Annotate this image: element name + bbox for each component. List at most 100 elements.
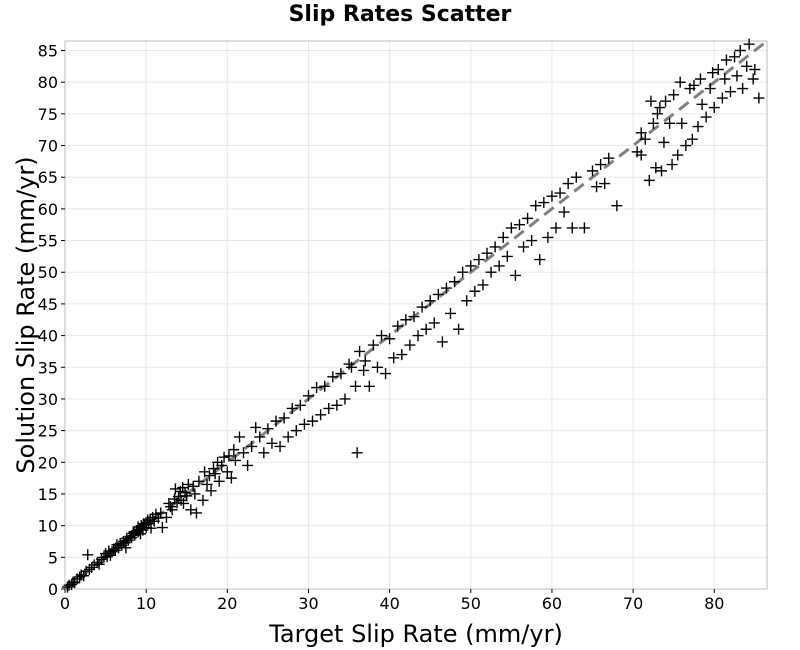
scatter-point xyxy=(416,301,428,313)
reference-line xyxy=(64,39,768,591)
scatter-point xyxy=(611,200,623,212)
scatter-point xyxy=(587,165,599,177)
scatter-point xyxy=(327,371,339,383)
scatter-point xyxy=(737,83,749,95)
scatter-point xyxy=(635,149,647,161)
scatter-point xyxy=(323,402,335,414)
x-tick-label: 40 xyxy=(379,594,399,613)
scatter-point xyxy=(270,415,282,427)
scatter-point xyxy=(412,330,424,342)
scatter-point xyxy=(311,382,323,394)
x-tick-label: 80 xyxy=(704,594,724,613)
scatter-point xyxy=(181,490,193,502)
scatter-point xyxy=(201,478,213,490)
scatter-point xyxy=(185,504,197,516)
y-tick-label: 70 xyxy=(38,137,58,156)
scatter-point xyxy=(143,518,155,530)
scatter-point xyxy=(286,402,298,414)
scatter-point xyxy=(481,247,493,259)
scatter-point xyxy=(262,423,274,435)
scatter-point xyxy=(522,212,534,224)
scatter-point xyxy=(578,222,590,234)
scatter-point xyxy=(242,459,254,471)
plot-area-frame xyxy=(64,40,768,590)
scatter-point xyxy=(712,64,724,76)
scatter-point xyxy=(190,507,202,519)
x-axis-ticks: 0 10 20 30 40 50 60 70 80 xyxy=(60,589,724,613)
scatter-point xyxy=(562,178,574,190)
scatter-point xyxy=(716,92,728,104)
scatter-point xyxy=(473,254,485,266)
y-tick-label: 15 xyxy=(38,485,58,504)
scatter-point xyxy=(93,558,105,570)
scatter-point xyxy=(400,314,412,326)
scatter-point xyxy=(660,95,672,107)
y-tick-label: 35 xyxy=(38,358,58,377)
scatter-point xyxy=(203,470,215,482)
scatter-point xyxy=(225,472,237,484)
scatter-point xyxy=(258,447,270,459)
y-tick-label: 60 xyxy=(38,200,58,219)
scatter-point xyxy=(734,45,746,57)
scatter-point xyxy=(566,222,578,234)
scatter-point xyxy=(371,361,383,373)
y-tick-label: 10 xyxy=(38,517,58,536)
scatter-point xyxy=(651,108,663,120)
scatter-point xyxy=(384,333,396,345)
scatter-point xyxy=(169,483,181,495)
scatter-point xyxy=(83,563,95,575)
scatter-point xyxy=(457,266,469,278)
x-tick-label: 10 xyxy=(136,594,156,613)
scatter-point xyxy=(319,380,331,392)
scatter-point xyxy=(358,364,370,376)
scatter-point xyxy=(363,380,375,392)
y-tick-label: 75 xyxy=(38,105,58,124)
scatter-point xyxy=(489,241,501,253)
scatter-point xyxy=(595,159,607,171)
scatter-point xyxy=(193,475,205,487)
scatter-point xyxy=(350,380,362,392)
scatter-point xyxy=(440,282,452,294)
y-tick-label: 0 xyxy=(48,580,58,599)
scatter-point xyxy=(469,285,481,297)
scatter-point xyxy=(493,260,505,272)
scatter-point xyxy=(221,466,233,478)
scatter-point xyxy=(668,89,680,101)
scatter-point xyxy=(444,307,456,319)
scatter-point xyxy=(741,60,753,72)
scatter-point xyxy=(692,121,704,133)
scatter-point xyxy=(603,152,615,164)
scatter-point xyxy=(686,133,698,145)
scatter-point xyxy=(82,549,94,561)
scatter-point xyxy=(534,254,546,266)
scatter-point xyxy=(420,323,432,335)
scatter-point xyxy=(78,570,90,582)
scatter-point xyxy=(354,345,366,357)
scatter-point xyxy=(664,117,676,129)
y-tick-label: 45 xyxy=(38,295,58,314)
scatter-point xyxy=(676,117,688,129)
scatter-point xyxy=(254,431,266,443)
scatter-point xyxy=(156,522,168,534)
scatter-point xyxy=(182,478,194,490)
scatter-point xyxy=(145,522,157,534)
scatter-point xyxy=(700,111,712,123)
scatter-point xyxy=(315,409,327,421)
scatter-point xyxy=(591,181,603,193)
scatter-point xyxy=(298,418,310,430)
scatter-point xyxy=(436,336,448,348)
scatter-point xyxy=(155,507,167,519)
data-points xyxy=(61,38,765,593)
scatter-point xyxy=(120,542,132,554)
x-tick-label: 20 xyxy=(217,594,237,613)
scatter-point xyxy=(518,241,530,253)
scatter-point xyxy=(233,431,245,443)
scatter-point xyxy=(302,390,314,402)
scatter-point xyxy=(294,399,306,411)
scatter-point xyxy=(461,295,473,307)
scatter-point xyxy=(274,440,286,452)
y-tick-label: 25 xyxy=(38,422,58,441)
scatter-point xyxy=(197,494,209,506)
y-tick-label: 55 xyxy=(38,232,58,251)
